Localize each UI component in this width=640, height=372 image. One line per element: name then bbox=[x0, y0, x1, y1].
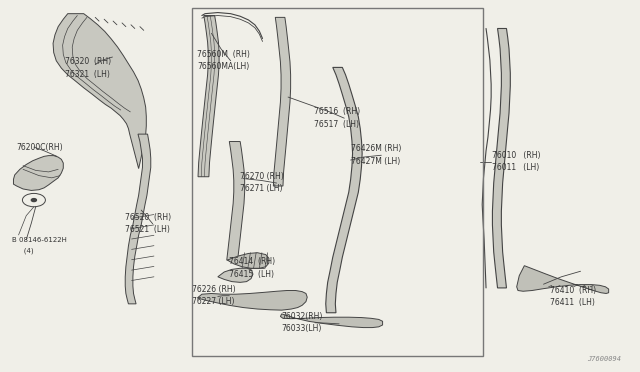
Text: 76032(RH): 76032(RH) bbox=[282, 312, 323, 321]
Text: 76521  (LH): 76521 (LH) bbox=[125, 225, 170, 234]
Text: 76411  (LH): 76411 (LH) bbox=[550, 298, 595, 307]
Text: B 08146-6122H: B 08146-6122H bbox=[12, 237, 67, 243]
Text: 76010   (RH): 76010 (RH) bbox=[492, 151, 541, 160]
Text: (4): (4) bbox=[17, 248, 33, 254]
Polygon shape bbox=[227, 253, 269, 268]
Text: 76517  (LH): 76517 (LH) bbox=[314, 120, 358, 129]
Text: 76414  (RH): 76414 (RH) bbox=[229, 257, 275, 266]
Text: 76516  (RH): 76516 (RH) bbox=[314, 108, 360, 116]
Text: 76320  (RH): 76320 (RH) bbox=[65, 57, 111, 66]
Text: 76011   (LH): 76011 (LH) bbox=[492, 163, 540, 172]
Text: 76560MA(LH): 76560MA(LH) bbox=[197, 62, 250, 71]
Polygon shape bbox=[326, 67, 362, 313]
Text: J7600094: J7600094 bbox=[588, 356, 621, 362]
Polygon shape bbox=[198, 16, 219, 177]
Text: 76226 (RH): 76226 (RH) bbox=[192, 285, 236, 294]
Text: 76200C(RH): 76200C(RH) bbox=[17, 142, 63, 151]
Text: 76270 (RH): 76270 (RH) bbox=[240, 172, 284, 181]
Text: 76427M (LH): 76427M (LH) bbox=[351, 157, 400, 166]
Text: 76560M  (RH): 76560M (RH) bbox=[197, 50, 250, 59]
Bar bbox=[192, 8, 483, 356]
Polygon shape bbox=[280, 314, 383, 328]
Polygon shape bbox=[492, 29, 510, 288]
Polygon shape bbox=[273, 17, 291, 186]
Text: 76520  (RH): 76520 (RH) bbox=[125, 213, 172, 222]
Polygon shape bbox=[53, 14, 147, 169]
Text: 76410  (RH): 76410 (RH) bbox=[550, 286, 596, 295]
Text: 76321  (LH): 76321 (LH) bbox=[65, 70, 109, 79]
Text: 76033(LH): 76033(LH) bbox=[282, 324, 322, 333]
Text: 76415  (LH): 76415 (LH) bbox=[229, 270, 275, 279]
Text: 76271 (LH): 76271 (LH) bbox=[240, 185, 283, 193]
Polygon shape bbox=[218, 268, 253, 282]
Polygon shape bbox=[516, 266, 609, 294]
Polygon shape bbox=[197, 291, 307, 310]
Circle shape bbox=[31, 199, 36, 202]
Polygon shape bbox=[227, 141, 244, 260]
Text: 76426M (RH): 76426M (RH) bbox=[351, 144, 401, 153]
Polygon shape bbox=[13, 155, 63, 190]
Polygon shape bbox=[125, 134, 151, 304]
Text: 76227 (LH): 76227 (LH) bbox=[192, 297, 235, 306]
